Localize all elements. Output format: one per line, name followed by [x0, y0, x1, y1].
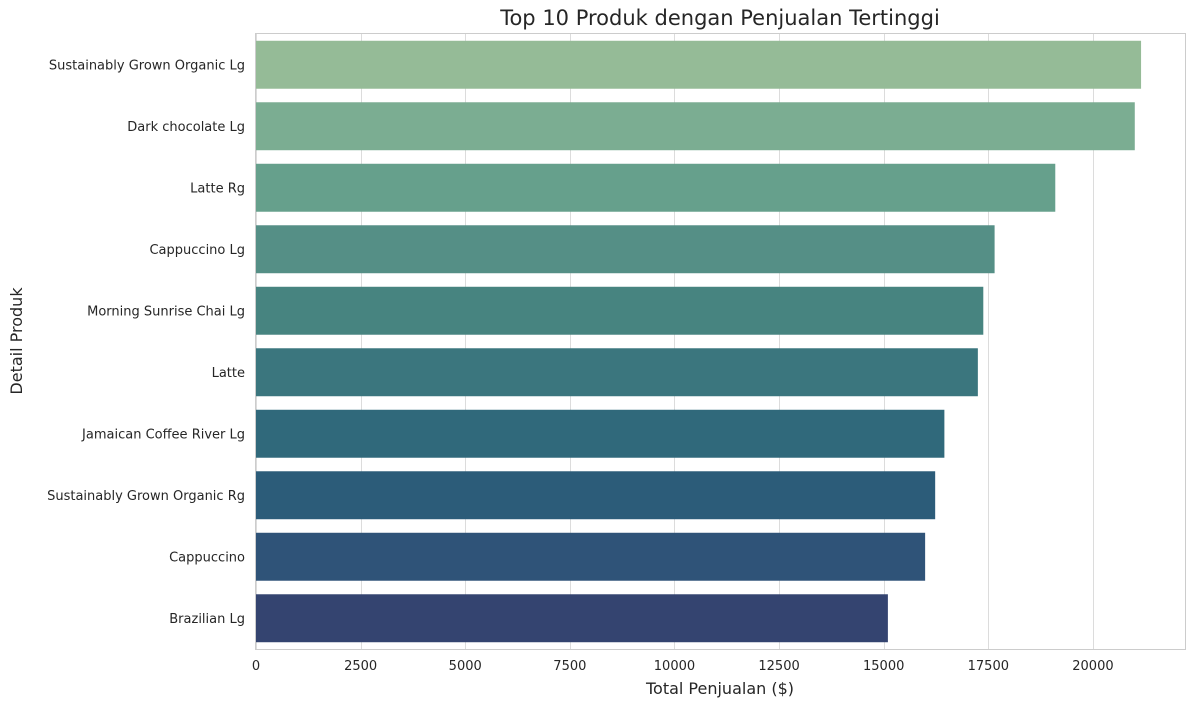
- y-axis-title: Detail Produk: [7, 287, 26, 395]
- x-tick-label: 7500: [553, 659, 586, 674]
- bar: [256, 532, 926, 581]
- y-tick-label: Sustainably Grown Organic Rg: [47, 489, 245, 504]
- y-tick-label: Cappuccino: [169, 550, 245, 565]
- y-tick-label: Sustainably Grown Organic Lg: [49, 58, 245, 73]
- bar: [256, 163, 1056, 212]
- y-axis-ticks: Sustainably Grown Organic Lg Dark chocola…: [47, 58, 245, 627]
- chart-title: Top 10 Produk dengan Penjualan Tertinggi: [499, 6, 940, 30]
- bar: [256, 225, 995, 274]
- y-tick-label: Latte: [212, 366, 245, 381]
- x-tick-label: 15000: [863, 659, 904, 674]
- x-tick-label: 17500: [968, 659, 1009, 674]
- x-axis-title: Total Penjualan ($): [645, 679, 794, 698]
- bar: [256, 102, 1135, 151]
- x-tick-label: 20000: [1072, 659, 1113, 674]
- y-tick-label: Cappuccino Lg: [149, 243, 245, 258]
- y-tick-label: Latte Rg: [190, 181, 245, 196]
- bar: [256, 40, 1142, 89]
- bar: [256, 348, 978, 397]
- y-tick-label: Dark chocolate Lg: [127, 120, 245, 135]
- plot-frame: [255, 33, 1186, 650]
- bar: [256, 471, 936, 520]
- y-tick-label: Jamaican Coffee River Lg: [81, 427, 245, 442]
- x-tick-label: 5000: [449, 659, 482, 674]
- bar: [256, 286, 984, 335]
- x-tick-label: 2500: [344, 659, 377, 674]
- x-tick-label: 0: [252, 659, 260, 674]
- x-tick-label: 12500: [758, 659, 799, 674]
- bar: [256, 409, 945, 458]
- bars: [256, 40, 1142, 643]
- y-tick-label: Morning Sunrise Chai Lg: [87, 304, 245, 319]
- bar: [256, 594, 888, 643]
- x-axis-ticks: 0 2500 5000 7500 10000 12500 15000 17500 20000: [252, 659, 1114, 674]
- y-tick-label: Brazilian Lg: [169, 612, 245, 627]
- x-tick-label: 10000: [654, 659, 695, 674]
